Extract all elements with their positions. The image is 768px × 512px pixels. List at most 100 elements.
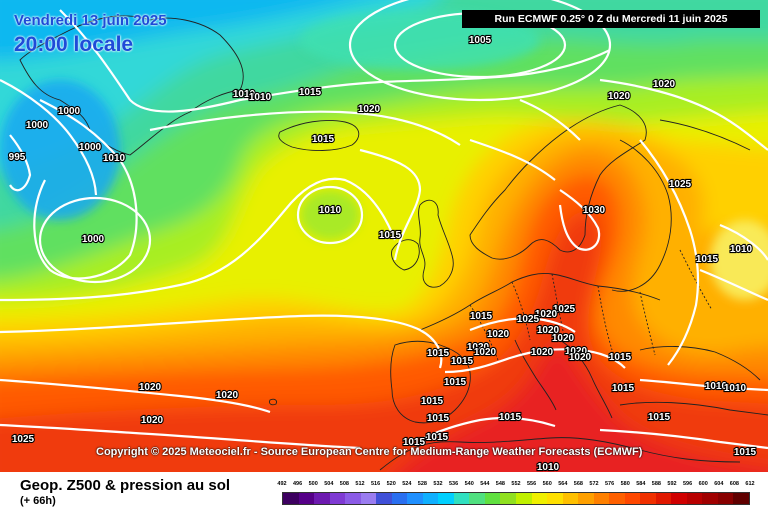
isobar-value-label: 1000 xyxy=(58,106,81,117)
color-scale-swatch xyxy=(686,493,703,504)
isobar-value-label: 1015 xyxy=(427,413,450,424)
color-scale-tick-label: 492 xyxy=(277,481,287,487)
isobar-value-label: 1010 xyxy=(705,381,728,392)
color-scale-swatch xyxy=(640,493,656,504)
isobar-value-label: 1020 xyxy=(531,347,554,358)
lead-time: (+ 66h) xyxy=(20,495,56,507)
color-scale-tick-label: 540 xyxy=(464,481,474,487)
isobar-value-label: 1015 xyxy=(427,348,450,359)
isobar-value-label: 1015 xyxy=(299,87,322,98)
color-scale-swatch xyxy=(578,493,594,504)
isobar-value-label: 1000 xyxy=(82,234,105,245)
forecast-valid-time: 20:00 locale xyxy=(14,33,134,56)
isobar-value-label: 1015 xyxy=(612,383,635,394)
isobar-value-label: 1010 xyxy=(730,244,753,255)
isobar-value-label: 1020 xyxy=(653,79,676,90)
isobar-value-label: 1010 xyxy=(103,153,126,164)
forecast-valid-date: Vendredi 13 juin 2025 xyxy=(14,12,167,29)
color-scale-swatch xyxy=(624,493,641,504)
color-scale-tick-label: 524 xyxy=(402,481,412,487)
isobar-value-label: 1025 xyxy=(669,179,692,190)
color-scale-swatch xyxy=(360,493,377,504)
color-scale-tick-label: 572 xyxy=(589,481,599,487)
color-scale-swatch xyxy=(500,493,516,504)
isobar-value-label: 1005 xyxy=(469,35,492,46)
color-scale-swatch xyxy=(298,493,315,504)
isobar-value-label: 1015 xyxy=(379,230,402,241)
legend-footer: Geop. Z500 & pression au sol (+ 66h) 492… xyxy=(0,472,768,512)
color-scale-swatch xyxy=(547,493,563,504)
isobar-value-label: 1015 xyxy=(734,447,757,458)
color-scale-tick-label: 592 xyxy=(667,481,677,487)
isobar-value-label: 1015 xyxy=(421,396,444,407)
color-scale-swatch xyxy=(407,493,423,504)
color-scale-tick-label: 556 xyxy=(527,481,537,487)
color-scale-swatch xyxy=(314,493,330,504)
isobar-value-label: 1010 xyxy=(724,383,747,394)
isobar-value-label: 1015 xyxy=(451,356,474,367)
isobar-value-label: 1020 xyxy=(535,309,558,320)
color-scale-tick-label: 516 xyxy=(371,481,381,487)
isobar-value-label: 1010 xyxy=(249,92,272,103)
isobar-value-label: 1015 xyxy=(470,311,493,322)
color-scale-swatch xyxy=(702,493,718,504)
color-scale-swatch xyxy=(283,493,299,504)
color-scale-swatch xyxy=(391,493,408,504)
color-scale-bar xyxy=(282,492,750,505)
color-scale-swatch xyxy=(593,493,610,504)
isobar-value-label: 1020 xyxy=(467,342,490,353)
isobar-value-label: 1015 xyxy=(312,134,335,145)
color-scale-swatch xyxy=(345,493,361,504)
isobar-value-label: 995 xyxy=(9,152,26,163)
color-scale-tick-label: 544 xyxy=(480,481,490,487)
isobar-value-label: 1020 xyxy=(552,333,575,344)
color-scale-tick-label: 512 xyxy=(355,481,365,487)
isobar-value-label: 1020 xyxy=(487,329,510,340)
color-scale-tick-label: 504 xyxy=(324,481,334,487)
color-scale-tick-label: 536 xyxy=(449,481,459,487)
color-scale-swatch xyxy=(515,493,532,504)
color-scale-tick-label: 532 xyxy=(433,481,443,487)
color-scale-swatch xyxy=(469,493,485,504)
isobar-value-label: 1020 xyxy=(565,346,588,357)
isobar-value-label: 1015 xyxy=(609,352,632,363)
coastlines xyxy=(19,15,768,471)
isobar-value-label: 1025 xyxy=(12,434,35,445)
isobar-value-label: 1010 xyxy=(319,205,342,216)
isobar-value-label: 1020 xyxy=(608,91,631,102)
color-scale-tick-label: 552 xyxy=(511,481,521,487)
color-scale-tick-label: 600 xyxy=(698,481,708,487)
color-scale-swatch xyxy=(717,493,734,504)
color-scale-tick-label: 568 xyxy=(573,481,583,487)
isobar-value-label: 1015 xyxy=(696,254,719,265)
isobar-value-label: 1020 xyxy=(474,347,497,358)
color-scale-swatch xyxy=(733,493,749,504)
color-scale-swatch xyxy=(609,493,625,504)
color-scale-tick-label: 500 xyxy=(308,481,318,487)
isobar-value-label: 1015 xyxy=(648,412,671,423)
color-scale-tick-label: 548 xyxy=(495,481,505,487)
color-scale-tick-label: 560 xyxy=(542,481,552,487)
model-run-label: Run ECMWF 0.25° 0 Z du Mercredi 11 juin … xyxy=(462,10,760,28)
color-scale-swatch xyxy=(422,493,439,504)
color-scale-tick-label: 528 xyxy=(417,481,427,487)
color-scale-swatch xyxy=(562,493,579,504)
sea-level-isobars xyxy=(0,0,768,448)
isobar-value-label: 1020 xyxy=(141,415,164,426)
product-title: Geop. Z500 & pression au sol xyxy=(20,477,231,494)
isobar-value-label: 1010 xyxy=(233,89,256,100)
color-scale-labels: 492 496 500 504 508 512 516 520 524 528 532 536 540 5… xyxy=(277,481,754,490)
isobar-value-label: 1020 xyxy=(139,382,162,393)
isobar-value-label: 1010 xyxy=(537,462,560,472)
isobar-value-label: 1015 xyxy=(426,432,449,443)
color-scale-swatch xyxy=(531,493,548,504)
isobar-value-label: 1020 xyxy=(537,325,560,336)
color-scale-tick-label: 588 xyxy=(651,481,661,487)
color-scale-swatch xyxy=(376,493,392,504)
isobar-value-label: 1025 xyxy=(553,304,576,315)
color-scale-tick-label: 496 xyxy=(293,481,303,487)
color-scale-swatch xyxy=(438,493,454,504)
color-scale-tick-label: 612 xyxy=(745,481,755,487)
